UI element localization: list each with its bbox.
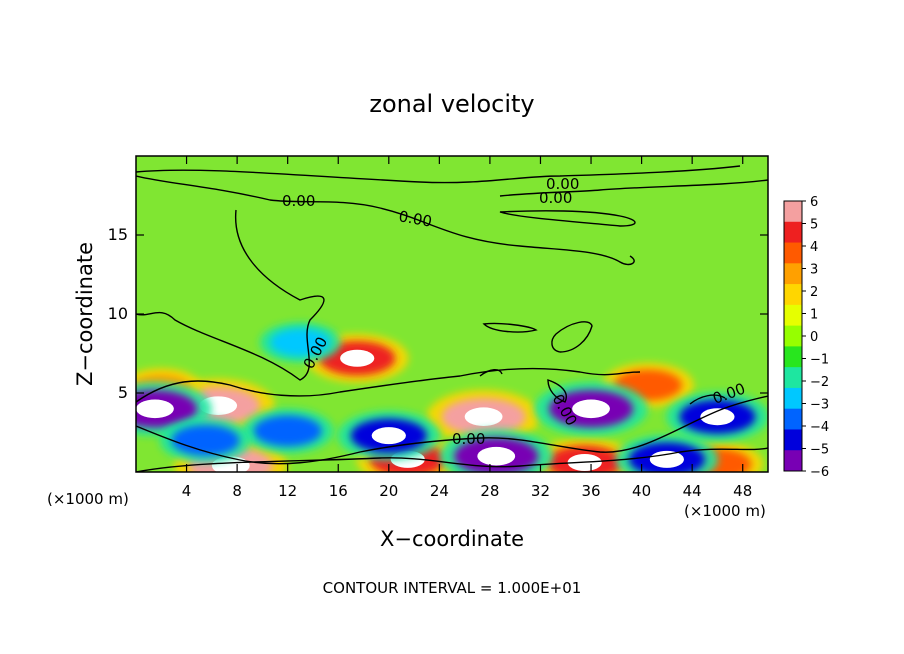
contour-line [551,321,593,353]
y-axis-label: Z−coordinate [73,242,97,386]
contour-label: 0.00 [546,175,579,193]
field-blob-core [477,446,516,466]
x-tick-label: 44 [683,482,702,500]
velocity-field [136,322,768,472]
x-tick-label: 28 [480,482,499,500]
colorbar-segment [784,304,802,327]
x-tick-label: 4 [182,482,192,500]
y-tick-label: 15 [108,225,128,244]
x-tick-label: 40 [632,482,651,500]
x-tick-label: 32 [531,482,550,500]
field-blob-core [649,450,684,468]
contour-line [499,179,768,197]
field-blob [171,425,240,456]
colorbar-segment [784,263,802,285]
colorbar-segment [784,221,802,244]
field-blob [270,328,331,357]
colorbar-segment [784,450,802,472]
contour-label: 0.00 [282,192,315,210]
x-axis-label: X−coordinate [380,527,524,551]
contour-label: 0.00 [397,207,433,231]
x-tick-label: 24 [430,482,449,500]
contour-line [136,367,641,403]
x-tick-label: 12 [278,482,297,500]
contour-line [547,379,567,403]
colorbar-tick-label: 0 [810,330,818,345]
colorbar-segment [784,387,802,410]
contour-lines [136,165,768,472]
colorbar-tick-label: 3 [810,263,818,278]
colorbar-segment [784,408,802,430]
colorbar-segment [784,201,802,223]
contour-label: 0.00 [539,189,572,207]
y-tick-label: 5 [118,383,128,402]
x-tick-label: 8 [232,482,242,500]
x-tick-label: 36 [581,482,600,500]
colorbar-tick-label: −2 [810,375,829,390]
contour-line [136,175,635,266]
x-unit-right: (×1000 m) [684,502,766,520]
contour-line [136,395,768,465]
colorbar-tick-label: −4 [810,420,829,435]
colorbar-segment [784,284,802,306]
colorbar-segment [784,367,802,389]
colorbar-tick-label: 2 [810,285,818,300]
field-blob-core [340,349,375,367]
colorbar-tick-label: 4 [810,240,818,255]
colorbar-segment [784,325,802,347]
colorbar-tick-label: 5 [810,218,818,233]
y-axis: 5 10 15 [108,225,768,402]
contour-line [482,322,538,333]
x-tick-label: 20 [379,482,398,500]
x-axis: 4 8 12 16 20 24 28 32 36 40 44 48 [182,156,752,500]
contour-interval-note: CONTOUR INTERVAL = 1.000E+01 [323,579,582,597]
colorbar-tick-label: 6 [810,195,818,210]
colorbar-segment [784,346,802,368]
x-tick-label: 16 [329,482,348,500]
colorbar-tick-label: −6 [810,465,829,480]
contour-line [136,165,741,184]
contour-line [479,369,503,377]
x-tick-label: 48 [733,482,752,500]
contour-line [499,210,636,227]
colorbar-tick-label: −5 [810,443,829,458]
chart-title: zonal velocity [369,90,534,118]
contour-line [136,447,768,472]
field-blob-core [371,427,406,445]
plot-area: 0.00 0.00 0.00 0.00 0.00 0.00 0.00 0.00 [136,156,768,472]
y-tick-label: 10 [108,304,128,323]
colorbar-tick-label: 1 [810,308,818,323]
field-blob-core [700,408,735,426]
colorbar-segment [784,429,802,451]
contour-line [136,209,325,381]
contour-label: 0.00 [452,430,485,448]
x-unit-left: (×1000 m) [47,490,129,508]
field-blob-core [464,407,503,427]
colorbar-tick-label: −3 [810,398,829,413]
field-blob-core [136,399,174,419]
colorbar-segment [784,242,802,264]
colorbar: 6 5 4 3 2 1 0 −1 −2 −3 −4 −5 −6 [783,195,829,480]
contour-line [689,394,726,405]
colorbar-tick-label: −1 [810,353,829,368]
field-blob [253,415,322,447]
field-blob-core [572,399,610,419]
